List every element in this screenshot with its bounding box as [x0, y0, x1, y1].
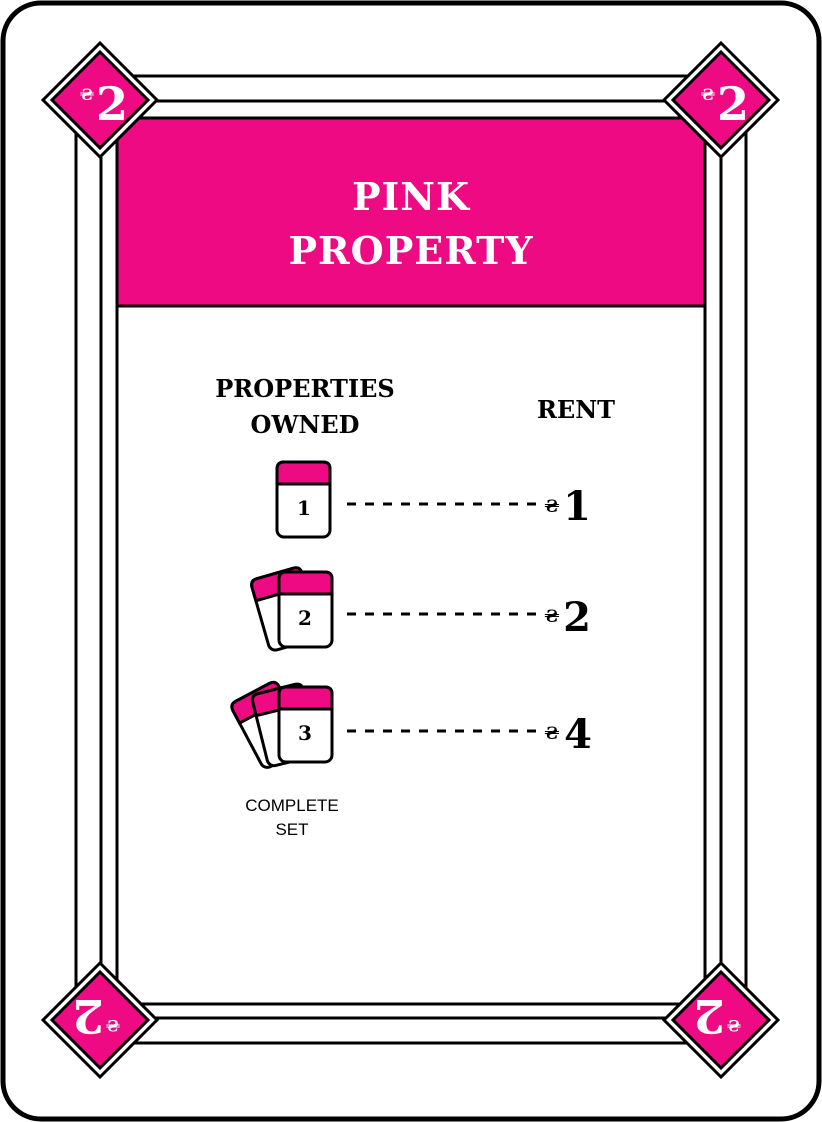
properties-count: 1	[297, 496, 311, 520]
badge-currency-symbol: ₴	[80, 85, 94, 104]
complete-set-label-line1: COMPLETE	[245, 796, 339, 815]
badge-value: 2	[72, 989, 104, 1043]
complete-set-label-line2: SET	[275, 820, 308, 839]
header-rent: RENT	[537, 395, 615, 424]
card-title-line2: PROPERTY	[288, 228, 533, 273]
badge-currency-symbol: ₴	[106, 1016, 120, 1035]
rent-row-3: 3 ₴ 4	[230, 680, 592, 769]
title-banner	[115, 116, 707, 308]
properties-count: 3	[298, 721, 312, 745]
badge-value: 2	[96, 77, 128, 131]
property-cards-stack-icon	[250, 566, 334, 652]
property-cards-full-set-icon	[230, 680, 334, 769]
badge-currency-symbol: ₴	[701, 85, 715, 104]
header-properties-owned-line1: PROPERTIES	[215, 374, 394, 403]
corner-badge-bottom-right: ₴ 2	[661, 960, 781, 1080]
card-title-line1: PINK	[352, 174, 471, 219]
corner-badge-top-left: ₴ 2	[40, 40, 160, 160]
rent-currency-symbol: ₴	[545, 607, 560, 627]
badge-currency-symbol: ₴	[727, 1016, 741, 1035]
rent-value: 1	[563, 483, 591, 530]
rent-value: 4	[564, 711, 592, 758]
corner-badge-bottom-left: ₴ 2	[40, 960, 160, 1080]
rent-currency-symbol: ₴	[545, 497, 560, 517]
rent-row-1: 1 ₴ 1	[275, 460, 591, 539]
rent-row-2: 2 ₴ 2	[250, 566, 591, 652]
rent-currency-symbol: ₴	[545, 724, 560, 744]
corner-badge-top-right: ₴ 2	[661, 40, 781, 160]
properties-count: 2	[298, 606, 312, 630]
badge-value: 2	[717, 77, 749, 131]
rent-value: 2	[563, 594, 591, 641]
header-properties-owned-line2: OWNED	[251, 410, 360, 439]
badge-value: 2	[693, 989, 725, 1043]
property-card-icon	[275, 460, 332, 539]
